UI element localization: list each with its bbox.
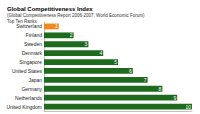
svg-text:2: 2 <box>70 32 73 38</box>
svg-text:6: 6 <box>129 68 132 74</box>
svg-text:9: 9 <box>173 95 176 101</box>
svg-text:1: 1 <box>55 23 58 29</box>
svg-text:Germany: Germany <box>21 86 42 92</box>
svg-text:(Global Competitiveness Report: (Global Competitiveness Report 2006-2007… <box>7 13 145 18</box>
svg-text:Finland: Finland <box>26 32 43 38</box>
svg-text:8: 8 <box>159 86 162 92</box>
svg-text:Global Competitiveness Index: Global Competitiveness Index <box>7 6 93 12</box>
svg-text:5: 5 <box>114 59 117 65</box>
svg-text:10: 10 <box>185 104 191 110</box>
svg-text:Sweden: Sweden <box>24 41 42 47</box>
svg-text:3: 3 <box>85 41 88 47</box>
svg-text:4: 4 <box>99 50 102 56</box>
svg-text:Top Ten Ranks: Top Ten Ranks <box>7 19 37 24</box>
svg-text:Netherlands: Netherlands <box>15 95 42 101</box>
svg-text:Switzerland: Switzerland <box>16 23 42 29</box>
svg-text:United States: United States <box>12 68 43 74</box>
svg-text:Denmark: Denmark <box>22 50 43 56</box>
svg-text:Singapore: Singapore <box>19 59 42 65</box>
svg-text:Japan: Japan <box>28 77 42 83</box>
svg-text:United Kingdom: United Kingdom <box>6 104 42 110</box>
svg-text:7: 7 <box>144 77 147 83</box>
